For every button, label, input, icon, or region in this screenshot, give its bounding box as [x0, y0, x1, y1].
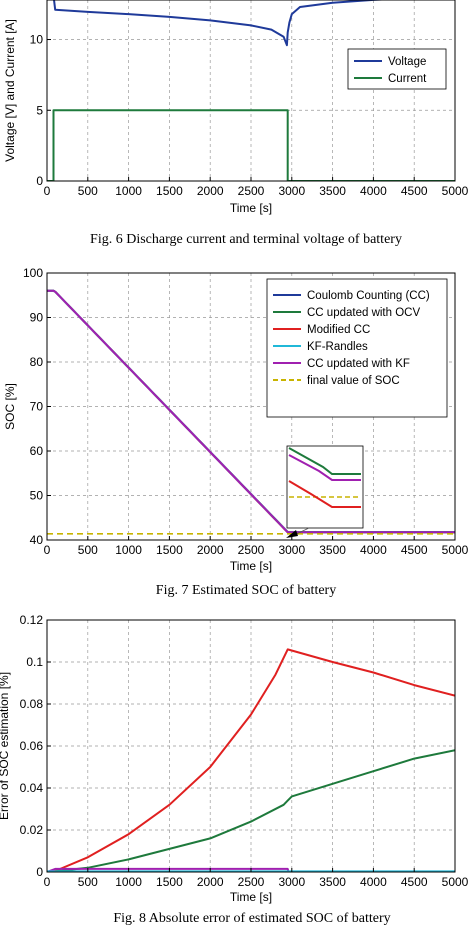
series-group	[47, 289, 455, 535]
x-tick-label: 4500	[401, 875, 428, 889]
x-tick-label: 4000	[360, 184, 387, 198]
x-tick-label: 3500	[319, 543, 346, 557]
y-tick-label: 0.08	[20, 697, 44, 711]
x-tick-label: 1500	[156, 875, 183, 889]
x-tick-label: 3000	[278, 875, 305, 889]
series-line-1	[47, 648, 455, 872]
y-tick-label: 0.12	[20, 613, 44, 627]
y-tick-label: 60	[30, 444, 44, 458]
x-tick-label: 1500	[156, 543, 183, 557]
zoom-inset	[286, 445, 364, 538]
chart-1: 0 500 1000 1500 2000 2500 3000 3500 4000 4500 5000…	[3, 0, 469, 247]
chart-2: 0 500 1000 1500 2000 2500 3000 3500 4000 4500 5000…	[3, 266, 469, 598]
x-tick-label: 1000	[115, 543, 142, 557]
x-tick-label: 2000	[197, 543, 224, 557]
x-tick-label: 4500	[401, 543, 428, 557]
series-line-cc-updated-with-kf	[47, 289, 455, 534]
x-tick-label: 4000	[360, 543, 387, 557]
legend-label: CC updated with KF	[307, 358, 410, 370]
y-axis-label: SOC [%]	[3, 383, 17, 430]
inset-line-cc-kf	[288, 454, 361, 481]
inset-line-cc-ocv	[288, 447, 361, 475]
x-tick-label: 2000	[197, 184, 224, 198]
x-tick-label: 2500	[238, 543, 265, 557]
x-tick-label: 500	[78, 875, 98, 889]
legend-box	[347, 48, 447, 90]
legend-label: Modified CC	[307, 324, 370, 336]
x-tick-label: 1500	[156, 184, 183, 198]
x-tick-label: 1000	[115, 184, 142, 198]
x-axis-label: Time [s]	[230, 201, 272, 215]
y-tick-label: 0	[36, 865, 43, 879]
y-axis-label: Error of SOC estimation [%]	[0, 672, 11, 820]
legend-label: Voltage	[388, 56, 426, 68]
x-tick-label: 3500	[319, 184, 346, 198]
figure-caption: Fig. 7 Estimated SOC of battery	[156, 583, 336, 598]
y-tick-label: 80	[30, 355, 44, 369]
x-axis-label: Time [s]	[230, 559, 272, 573]
x-tick-label: 0	[44, 184, 51, 198]
x-tick-label: 3500	[319, 875, 346, 889]
x-tick-label: 500	[78, 543, 98, 557]
x-axis-label: Time [s]	[230, 890, 272, 904]
legend: Voltage Current	[347, 48, 447, 90]
y-axis-label: Voltage [V] and Current [A]	[3, 19, 17, 162]
x-tick-label: 0	[44, 543, 51, 557]
x-tick-label: 5000	[442, 875, 469, 889]
y-tick-label: 5	[36, 103, 43, 117]
y-tick-label: 10	[30, 33, 44, 47]
y-tick-label: 0.02	[20, 823, 44, 837]
chart-3: 0 500 1000 1500 2000 2500 3000 3500 4000 4500 5000…	[0, 613, 469, 926]
legend-label: KF-Randles	[307, 341, 368, 353]
x-tick-label: 2500	[238, 875, 265, 889]
y-tick-label: 40	[30, 533, 44, 547]
figure-caption: Fig. 8 Absolute error of estimated SOC o…	[113, 911, 390, 926]
y-tick-label: 100	[23, 266, 43, 280]
y-tick-label: 90	[30, 311, 44, 325]
inset-line-modified-cc	[288, 480, 361, 508]
y-tick-label: 0	[36, 174, 43, 188]
x-tick-label: 5000	[442, 184, 469, 198]
inset-arrow	[286, 530, 298, 538]
legend-label: CC updated with OCV	[307, 307, 420, 319]
y-tick-label: 0.1	[26, 655, 43, 669]
x-tick-label: 3000	[278, 543, 305, 557]
x-tick-label: 3000	[278, 184, 305, 198]
legend-label: final value of SOC	[307, 375, 400, 387]
x-tick-label: 2000	[197, 875, 224, 889]
series-line-2	[47, 749, 455, 872]
legend-label: Current	[388, 73, 427, 85]
y-tick-label: 0.04	[20, 781, 44, 795]
y-tick-label: 50	[30, 489, 44, 503]
y-tick-label: 70	[30, 400, 44, 414]
x-tick-label: 2500	[238, 184, 265, 198]
x-tick-label: 500	[78, 184, 98, 198]
series-line-current	[47, 109, 455, 181]
y-tick-label: 0.06	[20, 739, 44, 753]
x-tick-label: 5000	[442, 543, 469, 557]
x-tick-label: 0	[44, 875, 51, 889]
figure-caption: Fig. 6 Discharge current and terminal vo…	[90, 232, 402, 247]
series-line-3	[47, 867, 455, 872]
series-line-voltage	[53, 0, 391, 47]
legend: Coulomb Counting (CC) CC updated with OCV…	[266, 278, 448, 418]
x-tick-label: 4000	[360, 875, 387, 889]
x-tick-label: 4500	[401, 184, 428, 198]
x-tick-label: 1000	[115, 875, 142, 889]
legend-label: Coulomb Counting (CC)	[307, 290, 430, 302]
legend-box	[266, 278, 448, 418]
series-group	[47, 0, 455, 181]
